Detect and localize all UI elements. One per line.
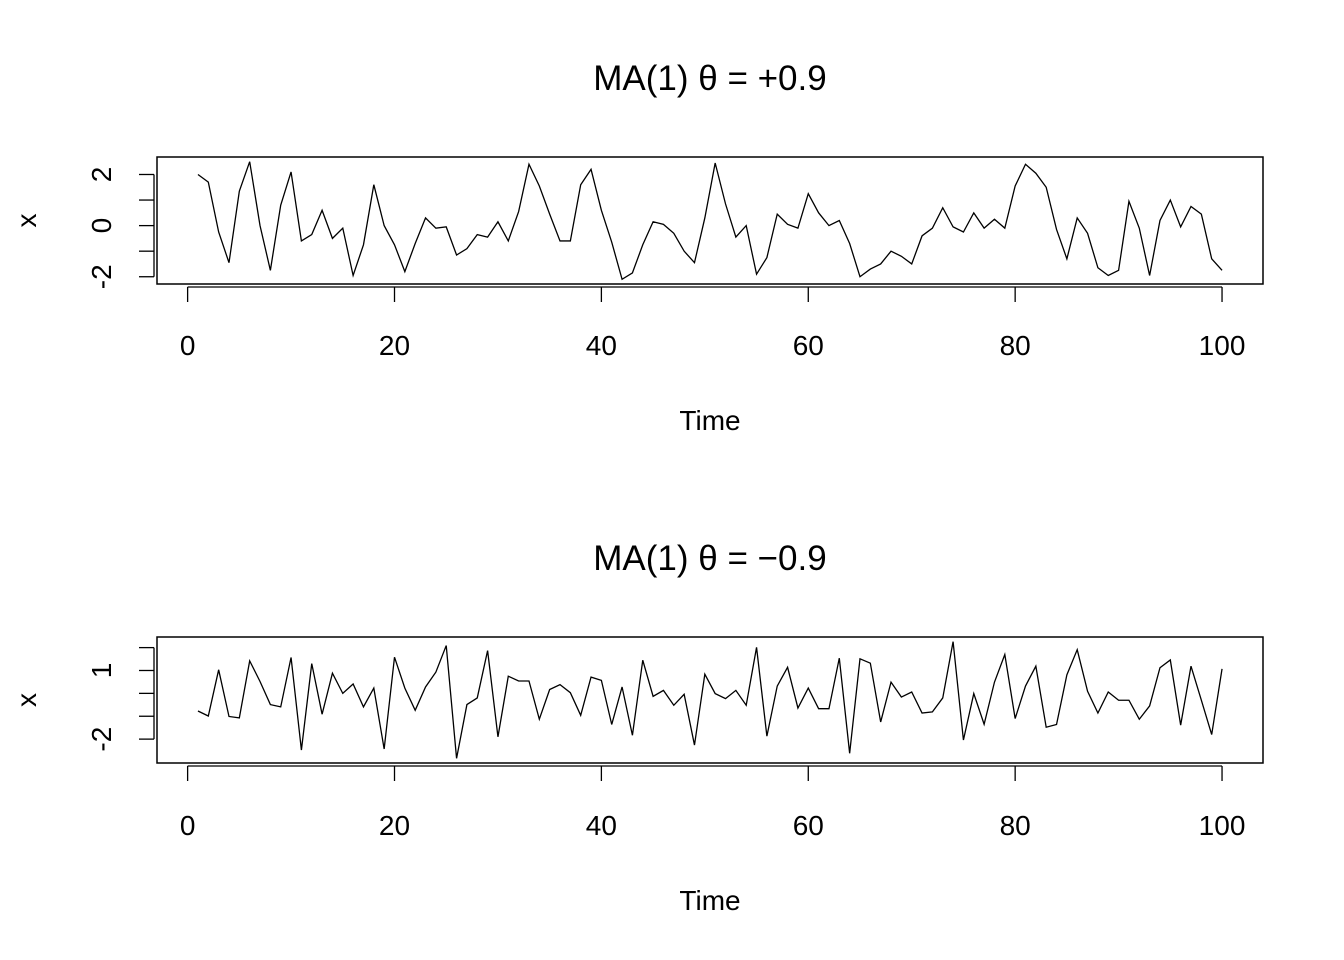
x-tick-label: 20	[379, 330, 410, 361]
x-tick-label: 60	[793, 810, 824, 841]
x-tick-label: 80	[1000, 330, 1031, 361]
panel-2: MA(1) θ = −0.9 0 20 40 60 80 100 Time -2 1 x	[11, 539, 1264, 916]
series-line	[197, 161, 1223, 281]
x-tick-label: 100	[1199, 330, 1246, 361]
x-tick-label: 0	[180, 330, 196, 361]
x-tick-label: 40	[586, 810, 617, 841]
x-tick-label: 80	[1000, 810, 1031, 841]
plot-box	[156, 636, 1264, 764]
x-tick-label: 20	[379, 810, 410, 841]
series-line	[197, 641, 1223, 759]
y-tick-label: -2	[86, 727, 117, 752]
y-axis-label: x	[11, 693, 42, 707]
y-tick-label: 0	[86, 218, 117, 234]
panel-1: MA(1) θ = +0.9 0 20 40 60 80 100 Time -2 0 2 x	[11, 59, 1264, 436]
plot-title: MA(1) θ = −0.9	[593, 539, 826, 578]
x-axis-label: Time	[679, 405, 740, 436]
y-tick-label: 2	[86, 167, 117, 183]
x-tick-label: 0	[180, 810, 196, 841]
x-tick-label: 100	[1199, 810, 1246, 841]
y-tick-label: 1	[86, 663, 117, 679]
plot-title: MA(1) θ = +0.9	[593, 59, 826, 98]
y-tick-label: -2	[86, 264, 117, 289]
x-tick-label: 40	[586, 330, 617, 361]
plot-box	[156, 156, 1264, 285]
y-axis-label: x	[11, 214, 42, 228]
x-axis-label: Time	[679, 885, 740, 916]
x-tick-label: 60	[793, 330, 824, 361]
